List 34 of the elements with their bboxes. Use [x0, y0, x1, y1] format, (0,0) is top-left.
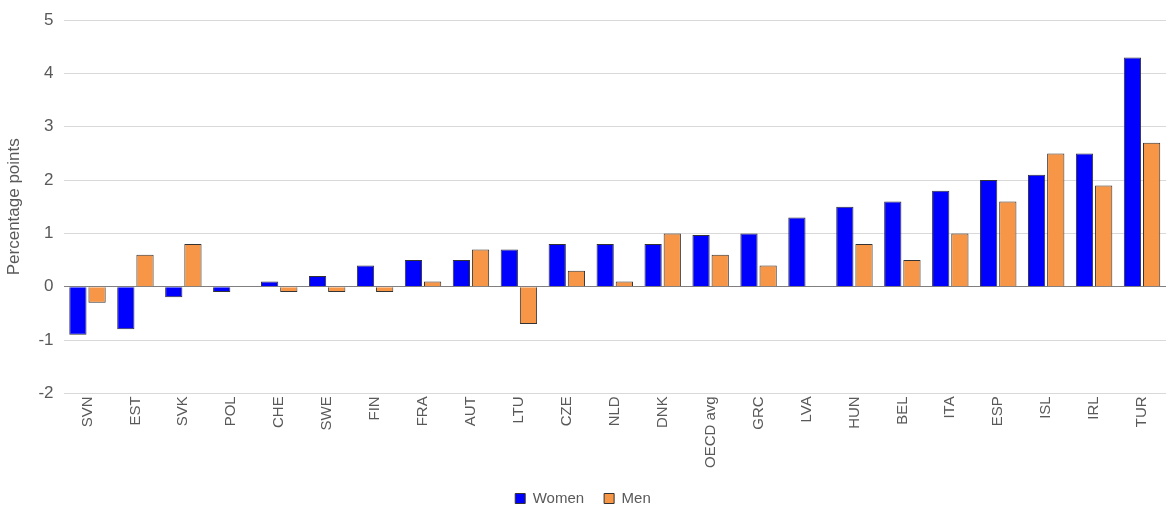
x-tick-label: GRC [748, 396, 766, 430]
x-tick-label: CZE [556, 396, 574, 427]
x-tick-label: FIN [365, 396, 383, 421]
x-tick-label: SVN [77, 396, 95, 428]
y-tick-label: 1 [44, 223, 54, 243]
x-tick-label: ITA [940, 396, 958, 419]
legend-label: Men [621, 488, 651, 506]
y-tick-label: 5 [44, 9, 54, 29]
x-tick-label: ISL [1036, 396, 1054, 419]
x-tick-label: POL [221, 396, 239, 427]
x-tick-label: CHE [269, 396, 287, 428]
y-tick-label: -2 [38, 383, 54, 402]
x-tick-label: BEL [892, 396, 910, 425]
y-tick-label: -1 [38, 329, 54, 349]
y-tick-label: 4 [44, 63, 54, 83]
legend-label: Women [532, 488, 585, 506]
x-tick-label: OECD avg [700, 396, 718, 469]
x-tick-label: NLD [604, 396, 622, 427]
x-tick-label: FRA [413, 396, 431, 427]
x-tick-label: TUR [1132, 396, 1150, 428]
x-tick-label: LVA [796, 396, 814, 423]
x-tick-label: SWE [317, 396, 335, 431]
y-tick-label: 0 [44, 276, 54, 296]
x-tick-label: ESP [988, 396, 1006, 427]
x-tick-label: LTU [509, 396, 527, 424]
x-tick-label: HUN [844, 396, 862, 429]
x-tick-label: EST [125, 396, 143, 426]
x-tick-label: DNK [652, 396, 670, 428]
y-tick-label: 2 [44, 169, 54, 189]
y-tick-label: 3 [44, 116, 54, 136]
x-tick-label: IRL [1084, 396, 1102, 420]
y-axis-title: Percentage points [3, 138, 23, 276]
x-tick-label: SVK [173, 396, 191, 427]
x-tick-label: AUT [461, 396, 479, 427]
